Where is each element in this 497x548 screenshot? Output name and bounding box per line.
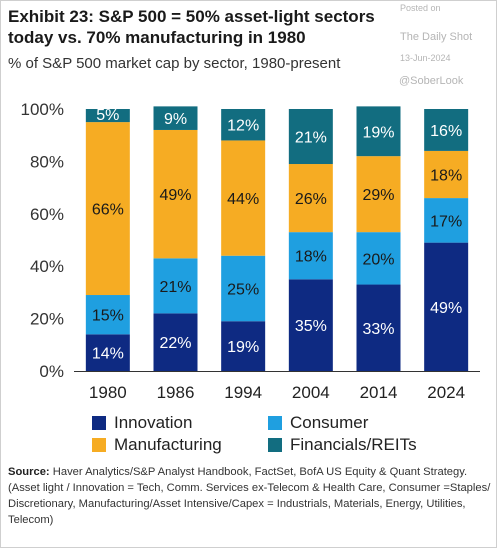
data-label: 26% [295,191,327,208]
y-tick-label: 20% [30,310,64,329]
bar-consumer-1980 [85,295,130,335]
data-label: 21% [295,130,327,147]
bar-innovation-1994 [221,321,266,371]
legend-item-manufacturing: Manufacturing [92,435,222,455]
data-label: 14% [92,346,124,363]
source-text: Haver Analytics/S&P Analyst Handbook, Fa… [8,466,491,526]
x-tick-label: 2024 [427,383,465,402]
legend-swatch-innovation [92,416,106,430]
bar-innovation-1986 [153,313,198,371]
x-tick-label: 2014 [360,383,398,402]
bar-financials-reits-1986 [153,106,198,130]
bar-financials-reits-2024 [424,109,469,151]
data-label: 49% [159,187,191,204]
data-label: 12% [227,118,259,135]
watermark-date: 13-Jun-2024 [400,53,451,63]
data-label: 21% [159,279,191,296]
legend-label-manufacturing: Manufacturing [114,435,222,454]
y-tick-label: 40% [30,257,64,276]
legend-item-innovation: Innovation [92,413,192,433]
data-label: 5% [96,107,119,124]
bar-manufacturing-2014 [356,156,401,233]
source-note: Source: Haver Analytics/S&P Analyst Hand… [8,464,492,528]
x-tick-label: 2004 [292,383,330,402]
data-label: 49% [430,300,462,317]
data-label: 44% [227,191,259,208]
x-tick-label: 1980 [89,383,127,402]
data-label: 19% [227,339,259,356]
bar-manufacturing-1980 [85,122,130,296]
bar-innovation-2014 [356,284,401,371]
bar-consumer-1986 [153,258,198,314]
bar-consumer-2004 [288,232,333,280]
bar-financials-reits-2004 [288,109,333,165]
legend-item-financials-reits: Financials/REITs [268,435,417,455]
data-label: 9% [164,111,187,128]
bar-manufacturing-1986 [153,129,198,259]
legend: Innovation Consumer Manufacturing Financ… [0,409,497,461]
bar-financials-reits-2014 [356,106,401,157]
data-label: 25% [227,281,259,298]
bar-innovation-2024 [424,242,469,371]
bar-manufacturing-2004 [288,164,333,233]
data-label: 66% [92,202,124,219]
legend-label-innovation: Innovation [114,413,193,432]
data-label: 20% [362,251,394,268]
watermark-handle: @SoberLook [399,75,464,87]
bar-consumer-2014 [356,232,401,285]
bar-consumer-2024 [424,198,469,243]
data-label: 29% [362,187,394,204]
data-label: 18% [295,249,327,266]
chart-subtitle: % of S&P 500 market cap by sector, 1980-… [8,55,341,72]
legend-label-consumer: Consumer [290,413,369,432]
data-label: 15% [92,308,124,325]
x-tick-label: 1986 [157,383,195,402]
stacked-bar-chart: 0% 20% 40% 60% 80% 100% 14% 15% 66% 5% 1980 22% 21% 4… [21,100,480,402]
bar-innovation-2004 [288,279,333,371]
x-tick-label: 1994 [224,383,262,402]
watermark-site: The Daily Shot [400,31,473,43]
bar-consumer-1994 [221,255,266,322]
data-label: 19% [362,124,394,141]
data-label: 22% [159,335,191,352]
y-tick-label: 0% [39,362,64,381]
legend-swatch-financials-reits [268,438,282,452]
y-tick-label: 100% [21,100,64,119]
legend-item-consumer: Consumer [268,413,368,433]
bar-financials-reits-1994 [221,109,266,141]
bar-financials-reits-1980 [85,109,130,123]
legend-swatch-manufacturing [92,438,106,452]
data-label: 17% [430,213,462,230]
data-label: 35% [295,318,327,335]
bar-manufacturing-2024 [424,150,469,199]
y-tick-label: 60% [30,205,64,224]
source-label: Source: [8,466,50,478]
data-label: 18% [430,168,462,185]
data-label: 16% [430,123,462,140]
legend-swatch-consumer [268,416,282,430]
chart-title: Exhibit 23: S&P 500 = 50% asset-light se… [8,7,375,47]
data-label: 33% [362,321,394,338]
bar-manufacturing-1994 [221,140,266,256]
y-tick-label: 80% [30,152,64,171]
bar-innovation-1980 [85,334,130,371]
watermark-posted: Posted on [400,3,441,13]
legend-label-financials-reits: Financials/REITs [290,435,417,454]
